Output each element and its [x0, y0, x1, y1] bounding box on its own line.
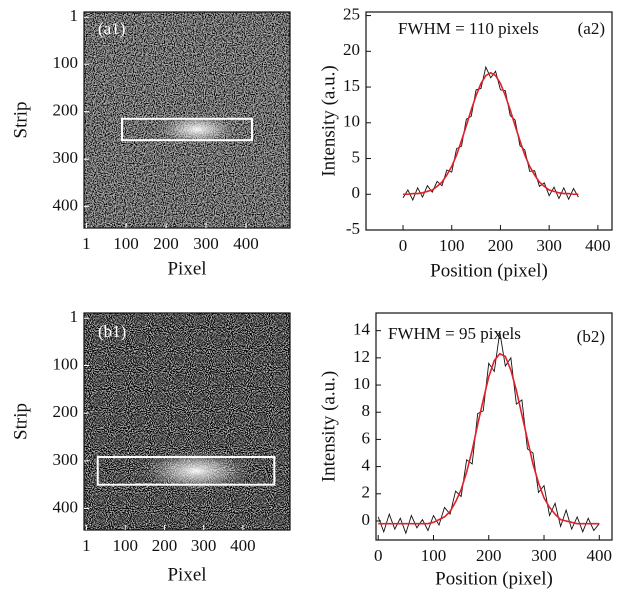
x-tick-label: 1	[82, 234, 91, 253]
y-tick-label: 0	[362, 510, 371, 529]
y-tick-label: 20	[343, 40, 360, 59]
y-axis-label: Intensity (a.u.)	[318, 371, 339, 482]
signal-glow	[155, 113, 239, 146]
x-tick-label: 400	[587, 546, 613, 565]
y-tick-label: 100	[53, 53, 79, 72]
x-tick-label: 0	[374, 546, 383, 565]
x-tick-label: 400	[585, 236, 611, 255]
y-tick-label: 25	[343, 4, 360, 23]
y-axis-label: Strip	[10, 403, 31, 440]
x-tick-label: 100	[421, 546, 447, 565]
y-tick-label: 8	[362, 401, 371, 420]
plot-frame	[83, 312, 291, 531]
x-tick-label: 100	[113, 234, 139, 253]
x-tick-label: 200	[488, 236, 514, 255]
annotation: FWHM = 110 pixels	[398, 19, 539, 38]
x-tick-label: 100	[112, 536, 138, 555]
y-tick-label: 200	[53, 101, 79, 120]
y-tick-label: 4	[362, 456, 371, 475]
panel-label: (b1)	[98, 322, 126, 341]
y-tick-label: 2	[362, 483, 371, 502]
series-line	[403, 71, 579, 196]
panel-label: (a1)	[98, 19, 125, 38]
x-tick-label: 200	[152, 536, 178, 555]
plot-frame	[83, 11, 291, 229]
y-tick-label: 14	[353, 320, 371, 339]
x-tick-label: 300	[536, 236, 562, 255]
y-axis-label: Strip	[10, 102, 31, 139]
y-tick-label: 400	[53, 196, 79, 215]
plot-area	[84, 313, 290, 530]
y-tick-label: 12	[353, 347, 370, 366]
x-tick-label: 100	[439, 236, 465, 255]
x-tick-label: 300	[193, 234, 219, 253]
x-axis-label: Pixel	[167, 258, 206, 279]
x-tick-label: 200	[476, 546, 502, 565]
signal-glow	[139, 450, 253, 492]
panel-label: (b2)	[577, 327, 605, 346]
y-tick-label: 15	[343, 76, 360, 95]
y-tick-label: 100	[53, 354, 79, 373]
y-tick-label: 300	[53, 450, 79, 469]
y-tick-label: 6	[362, 428, 371, 447]
x-tick-label: 1	[82, 536, 91, 555]
y-tick-label: 1	[70, 6, 79, 25]
y-tick-label: 1	[70, 307, 79, 326]
x-tick-label: 300	[531, 546, 557, 565]
plot-area	[84, 12, 290, 228]
panel-label: (a2)	[578, 19, 605, 38]
roi-box	[96, 456, 276, 486]
series-line	[378, 352, 600, 525]
series-line	[377, 331, 600, 535]
plot-frame	[365, 11, 613, 231]
x-tick-label: 300	[191, 536, 217, 555]
plot-area	[377, 331, 600, 535]
y-tick-label: 10	[343, 112, 360, 131]
y-tick-label: 10	[353, 374, 370, 393]
y-tick-label: 300	[53, 148, 79, 167]
roi-box	[121, 117, 253, 142]
y-tick-label: 200	[53, 402, 79, 421]
detector-image	[84, 313, 290, 530]
x-axis-label: Position (pixel)	[430, 260, 548, 281]
y-tick-label: -5	[346, 219, 360, 238]
y-tick-label: 5	[352, 147, 361, 166]
plot-frame	[375, 312, 613, 541]
x-axis-label: Position (pixel)	[435, 568, 553, 589]
x-tick-label: 400	[233, 234, 259, 253]
x-tick-label: 400	[230, 536, 256, 555]
series-line	[402, 65, 579, 202]
x-axis-label: Pixel	[167, 564, 206, 585]
plot-area	[402, 65, 579, 202]
y-axis-label: Intensity (a.u.)	[318, 65, 339, 176]
x-tick-label: 0	[399, 236, 408, 255]
y-tick-label: 0	[352, 183, 361, 202]
annotation: FWHM = 95 pixels	[388, 324, 521, 343]
x-tick-label: 200	[153, 234, 179, 253]
y-tick-label: 400	[53, 497, 79, 516]
